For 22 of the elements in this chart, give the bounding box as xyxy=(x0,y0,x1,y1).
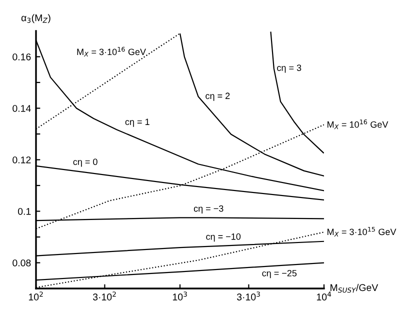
annotation: cη = −25 xyxy=(262,270,297,278)
x-tick-label: 10$^{3}$ xyxy=(172,292,187,300)
x-tick-label: 3·10$^{2}$ xyxy=(92,292,116,300)
annotation: M$_{X}$ = 3·10$^{16}$ GeV xyxy=(77,46,146,56)
x-tick-label: 10$^{2}$ xyxy=(28,292,43,300)
x-axis-title: M$_{SUSY}$/GeV xyxy=(330,284,378,293)
x-tick-label: 3·10$^{3}$ xyxy=(236,292,260,300)
y-tick-label: 0.14 xyxy=(12,104,31,112)
y-tick-label: 0.08 xyxy=(12,259,31,266)
annotation: cη = 3 xyxy=(277,64,302,73)
y-axis-title: α$_{3}$(M$_{Z}$) xyxy=(21,14,50,24)
y-tick-label: 0.12 xyxy=(12,156,31,164)
annotation: cη = 2 xyxy=(206,92,230,101)
x-tick-label: 10$^{4}$ xyxy=(316,292,332,300)
annotation: cη = −3 xyxy=(194,205,224,214)
annotation: M$_{X}$ = 3·10$^{15}$ GeV xyxy=(328,226,396,236)
y-tick-label: 0.16 xyxy=(12,53,31,60)
annotation: cη = 0 xyxy=(73,158,98,167)
y-tick-label: 0.1 xyxy=(18,208,31,215)
annotation: cη = 1 xyxy=(125,118,150,127)
annotation: cη = −10 xyxy=(206,233,241,242)
annotation: M$_{X}$ = 10$^{16}$ GeV xyxy=(328,120,388,130)
